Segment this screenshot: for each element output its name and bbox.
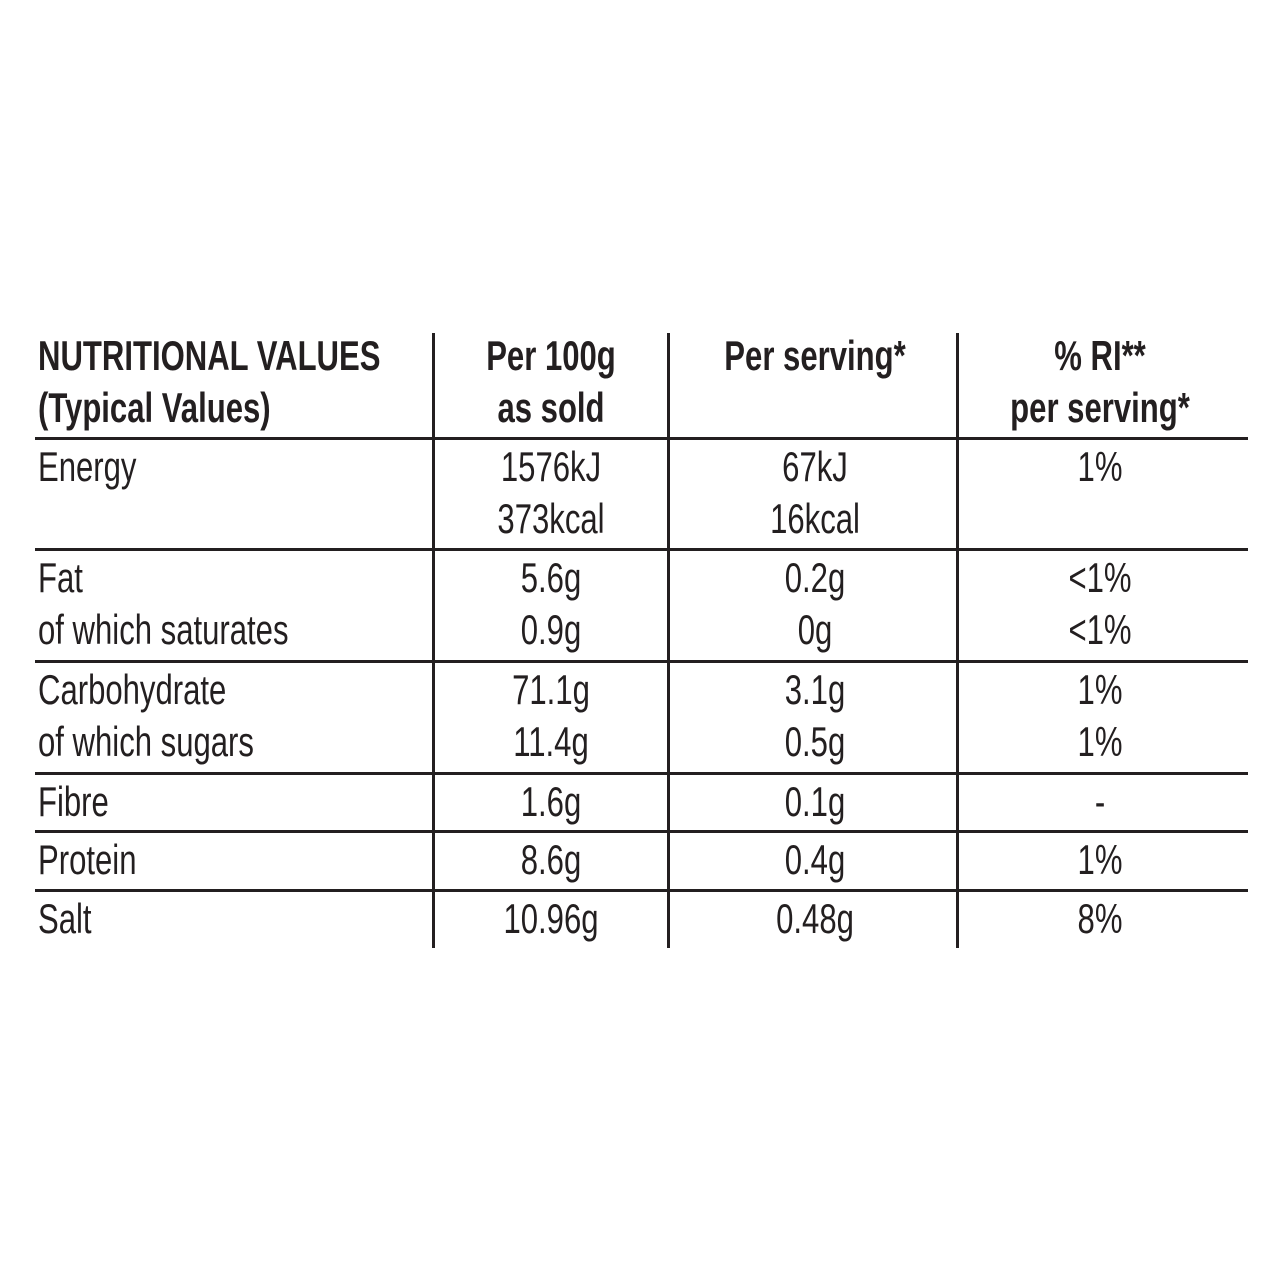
cell-value: 373kcal — [479, 493, 624, 545]
cell-value: 10.96g — [487, 893, 615, 945]
cell-value: 1% — [1070, 834, 1131, 886]
cell-value: 8% — [1077, 895, 1123, 942]
cell-value: 1.6g — [520, 778, 582, 825]
cell-value: 5.6g — [510, 552, 592, 604]
cell-value: 5.6g — [520, 554, 582, 601]
cell-value: <1% — [1068, 554, 1132, 601]
cell-value: 0.4g — [774, 834, 856, 886]
nutrient-label: of which saturates — [38, 604, 377, 656]
cell-value: 0.1g — [774, 776, 856, 828]
header-text: as sold — [479, 382, 624, 434]
nutrient-label: Protein — [38, 836, 137, 883]
header-text: as sold — [497, 384, 605, 431]
cell-value: 3.1g — [784, 666, 846, 713]
cell-value: 3.1g — [774, 664, 856, 716]
nutrient-label: Salt — [38, 895, 92, 942]
header-text: Per 100g — [463, 330, 638, 382]
header-text: Per serving* — [692, 330, 937, 382]
header-text: NUTRITIONAL VALUES — [38, 330, 501, 382]
header-text: (Typical Values) — [38, 384, 271, 431]
cell-value: 67kJ — [782, 443, 848, 490]
cell-value: 0.9g — [510, 604, 592, 656]
cell-value: 0g — [797, 606, 833, 653]
cell-value: 1% — [1077, 443, 1123, 490]
cell-value: 1% — [1077, 836, 1123, 883]
cell-value: 0.48g — [776, 895, 854, 942]
column-divider — [432, 333, 435, 948]
cell-value: 11.4g — [513, 718, 589, 765]
cell-value: 0.2g — [774, 552, 856, 604]
nutrient-label: Fat — [38, 554, 83, 601]
cell-value: 8.6g — [510, 834, 592, 886]
header-text: % RI** — [1054, 332, 1146, 379]
column-divider — [956, 333, 959, 948]
nutrient-label: Protein — [38, 834, 171, 886]
cell-value: 0.5g — [774, 716, 856, 768]
column-divider — [667, 333, 670, 948]
row-divider — [35, 889, 1248, 892]
cell-value: <1% — [1057, 552, 1142, 604]
cell-value: 1% — [1077, 718, 1123, 765]
header-text: (Typical Values) — [38, 382, 352, 434]
cell-value: 1% — [1077, 666, 1123, 713]
cell-value: - — [1094, 778, 1106, 825]
nutrient-label: Energy — [38, 441, 171, 493]
cell-value: 8% — [1070, 893, 1131, 945]
cell-value: 67kJ — [771, 441, 860, 493]
cell-value: 8.6g — [520, 836, 582, 883]
cell-value: 0.9g — [520, 606, 582, 653]
cell-value: 1.6g — [510, 776, 592, 828]
nutrient-label: Carbohydrate — [38, 666, 227, 713]
cell-value: 373kcal — [497, 495, 605, 542]
cell-value: 1% — [1070, 664, 1131, 716]
cell-value: 0.48g — [762, 893, 867, 945]
cell-value: 71.1g — [498, 664, 603, 716]
cell-value: 0.4g — [784, 836, 846, 883]
cell-value: - — [1093, 776, 1107, 828]
row-divider — [35, 548, 1248, 551]
header-text: % RI** — [1038, 330, 1162, 382]
header-text: per serving* — [1010, 384, 1190, 431]
cell-value: 1576kJ — [483, 441, 618, 493]
cell-value: 0g — [792, 604, 839, 656]
header-text: Per serving* — [724, 332, 906, 379]
cell-value: 1576kJ — [500, 443, 602, 490]
row-divider — [35, 830, 1248, 833]
cell-value: 1% — [1070, 441, 1131, 493]
row-divider — [35, 660, 1248, 663]
nutrient-label: Fibre — [38, 776, 134, 828]
cell-value: 0.2g — [784, 554, 846, 601]
nutrient-label: Fat — [38, 552, 99, 604]
header-text: per serving* — [979, 382, 1222, 434]
nutrient-label: Energy — [38, 443, 137, 490]
nutrient-label: of which saturates — [38, 606, 289, 653]
row-divider — [35, 772, 1248, 775]
cell-value: <1% — [1057, 604, 1142, 656]
cell-value: <1% — [1068, 606, 1132, 653]
header-text: NUTRITIONAL VALUES — [38, 332, 381, 379]
header-text: Per 100g — [486, 332, 616, 379]
nutrient-label: of which sugars — [38, 716, 330, 768]
cell-value: 10.96g — [503, 895, 599, 942]
nutrient-label: Fibre — [38, 778, 109, 825]
row-divider — [35, 437, 1248, 440]
nutrient-label: of which sugars — [38, 718, 254, 765]
cell-value: 0.1g — [784, 778, 846, 825]
nutrient-label: Salt — [38, 893, 110, 945]
cell-value: 1% — [1070, 716, 1131, 768]
cell-value: 16kcal — [754, 493, 875, 545]
cell-value: 0.5g — [784, 718, 846, 765]
nutrient-label: Carbohydrate — [38, 664, 292, 716]
cell-value: 16kcal — [770, 495, 860, 542]
cell-value: 71.1g — [512, 666, 590, 713]
cell-value: 11.4g — [500, 716, 602, 768]
